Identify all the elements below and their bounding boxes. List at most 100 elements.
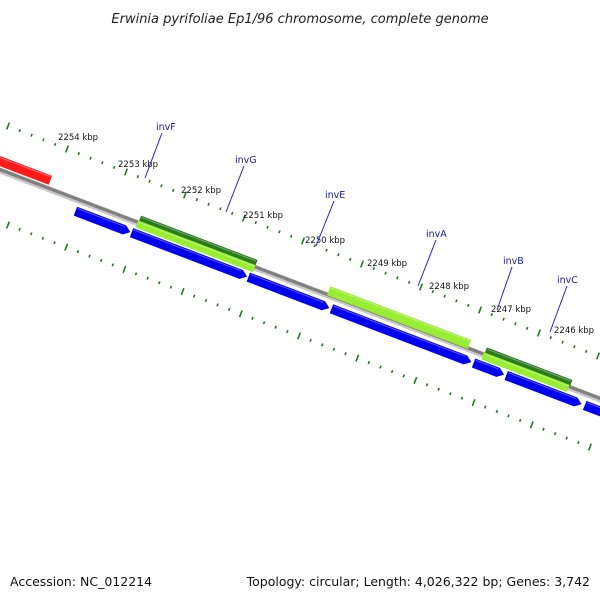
ruler-tick: [274, 325, 277, 329]
ruler-tick: [344, 352, 347, 356]
ruler-tick: [518, 418, 522, 422]
ruler-tick: [455, 299, 458, 303]
ruler-tick: [584, 349, 588, 353]
gene-label-invA[interactable]: invA: [426, 229, 447, 240]
feature-track: [0, 155, 600, 417]
ruler-tick: [337, 253, 340, 257]
ruler-tick: [230, 211, 234, 215]
ruler-label: 2253 kbp: [118, 160, 158, 170]
ruler-tick: [536, 329, 542, 337]
ruler-tick: [182, 191, 188, 199]
ruler-tick: [112, 165, 116, 169]
ruler-tick: [238, 310, 243, 318]
feature-highlight: [77, 208, 125, 227]
ruler-tick: [413, 376, 418, 385]
ruler-tick: [41, 236, 45, 240]
feature-highlight: [333, 305, 466, 357]
ruler-tick: [53, 142, 57, 146]
feature-highlight: [484, 353, 569, 387]
ruler-tick: [384, 271, 387, 275]
ruler-tick: [507, 414, 510, 418]
feature-highlight: [330, 287, 470, 342]
ruler-tick: [359, 260, 365, 268]
invC-leader: [549, 285, 568, 333]
ruler-tick: [300, 237, 306, 245]
blue-cds-feature: [129, 228, 248, 279]
ruler-tick: [146, 276, 149, 280]
feature-highlight: [487, 348, 571, 382]
blue-cds-feature: [471, 358, 505, 377]
ruler-label: 2250 kbp: [305, 236, 345, 246]
ruler-tick: [466, 303, 470, 307]
ruler-tick: [490, 313, 494, 317]
ruler-tick: [204, 298, 208, 303]
ruler-tick: [477, 306, 483, 314]
ruler-tick: [180, 287, 185, 296]
ruler-tick: [379, 365, 382, 369]
feature-highlight: [475, 359, 499, 370]
ruler-tick: [542, 427, 545, 431]
ruler-tick: [101, 161, 104, 165]
ruler-tick: [355, 354, 360, 362]
gene-label-invE[interactable]: invE: [325, 190, 345, 201]
gene-leaders: [144, 132, 568, 333]
ruler-tick: [251, 316, 254, 320]
ruler-tick: [296, 332, 302, 340]
ruler-tick: [325, 248, 328, 252]
light-green-feature: [327, 286, 472, 349]
ruler-tick: [390, 369, 394, 374]
gene-label-invF[interactable]: invF: [156, 122, 176, 133]
ruler-tick: [241, 214, 247, 222]
ruler-tick: [402, 374, 406, 378]
feature-highlight: [586, 402, 600, 409]
ruler-tick: [278, 230, 281, 234]
ruler-tick: [573, 345, 576, 349]
ruler-tick: [134, 272, 138, 276]
light-green-feature: [481, 352, 570, 392]
gene-label-invC[interactable]: invC: [557, 275, 578, 286]
ruler-tick: [88, 254, 91, 258]
ruler-tick: [577, 440, 580, 445]
ruler-label: 2246 kbp: [554, 326, 594, 336]
invB-leader: [496, 266, 513, 311]
invA-leader: [417, 239, 437, 287]
gene-label-invG[interactable]: invG: [235, 155, 257, 166]
ruler-tick: [460, 396, 464, 400]
ruler-tick: [553, 432, 557, 436]
ruler-tick: [64, 145, 70, 153]
ruler-tick: [5, 221, 11, 229]
map-title: Erwinia pyrifoliae Ep1/96 chromosome, co…: [111, 12, 488, 27]
ruler-tick: [53, 241, 56, 245]
ruler-tick: [192, 294, 196, 298]
ruler-tick: [313, 244, 317, 248]
ruler-tick: [5, 122, 11, 130]
ruler-label: 2254 kbp: [58, 133, 98, 143]
blue-cds-feature: [246, 272, 330, 311]
ruler-tick: [148, 179, 151, 183]
dark-green-feature: [138, 215, 258, 267]
ruler-tick: [483, 405, 487, 409]
ruler-tick: [449, 392, 452, 396]
ruler-tick: [30, 133, 33, 137]
ruler-tick: [171, 188, 175, 192]
ruler-tick: [525, 326, 529, 330]
gene-label-invB[interactable]: invB: [503, 256, 524, 267]
ruler-tick: [195, 198, 199, 202]
ruler-tick: [262, 321, 266, 325]
ruler-tick: [309, 338, 312, 343]
ruler-tick: [219, 207, 222, 211]
ruler-tick: [99, 258, 103, 263]
genome-summary-text: Topology: circular; Length: 4,026,322 bp…: [246, 574, 590, 589]
accession-text: Accession: NC_012214: [10, 574, 152, 589]
ruler-tick: [160, 184, 163, 188]
ruler-labels: 2254 kbp 2253 kbp 2252 kbp 2251 kbp 2250…: [58, 133, 594, 336]
ruler-tick: [372, 267, 376, 271]
ruler-tick: [348, 257, 352, 261]
ruler-tick: [407, 280, 411, 284]
ruler-tick: [495, 409, 499, 414]
inner-tick-ring: [5, 221, 593, 451]
blue-cds-feature: [504, 371, 582, 407]
ruler-tick: [216, 303, 219, 307]
